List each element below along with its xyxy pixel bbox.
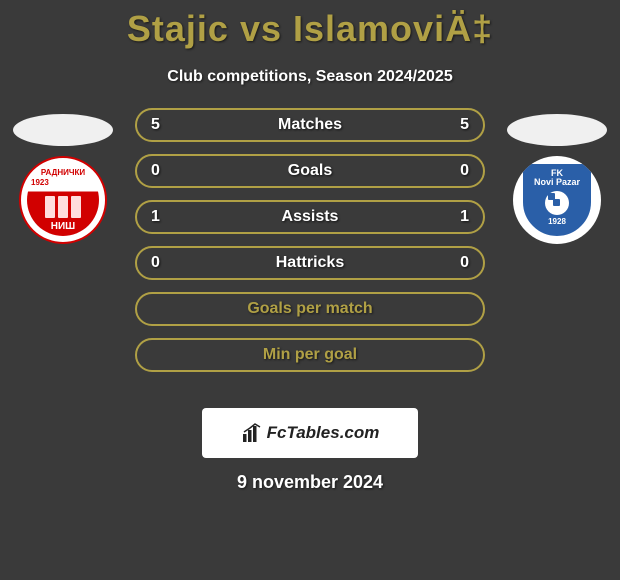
stat-rows-container: 5 Matches 5 0 Goals 0 1 Assists 1 0 Hatt… <box>135 108 485 372</box>
stat-left-value: 1 <box>151 208 160 226</box>
stat-label: Min per goal <box>263 346 357 364</box>
left-club-bottom-text: НИШ <box>21 221 105 232</box>
tower-icon <box>71 196 81 218</box>
left-player-photo <box>13 114 113 146</box>
right-club-shield: FK Novi Pazar 1928 <box>521 162 593 238</box>
right-club-badge: FK Novi Pazar 1928 <box>513 156 601 244</box>
stat-label: Goals per match <box>247 300 372 318</box>
stat-label: Goals <box>288 162 332 180</box>
stat-right-value: 5 <box>460 116 469 134</box>
stat-row-goals-per-match: Goals per match <box>135 292 485 326</box>
right-player-photo <box>507 114 607 146</box>
stat-row-min-per-goal: Min per goal <box>135 338 485 372</box>
left-club-towers <box>21 196 105 218</box>
stat-label: Matches <box>278 116 342 134</box>
stat-right-value: 0 <box>460 162 469 180</box>
page-title: Stajic vs IslamoviÄ‡ <box>0 0 620 50</box>
stat-row-matches: 5 Matches 5 <box>135 108 485 142</box>
attribution-link[interactable]: FcTables.com <box>202 408 418 458</box>
comparison-area: 1923 РАДНИЧКИ НИШ FK Novi Pazar 1928 5 M… <box>0 114 620 394</box>
tower-icon <box>45 196 55 218</box>
right-club-year: 1928 <box>548 217 566 226</box>
left-club-year: 1923 <box>31 178 49 187</box>
stat-row-assists: 1 Assists 1 <box>135 200 485 234</box>
soccer-ball-icon <box>545 191 569 215</box>
chart-icon <box>241 422 263 444</box>
left-club-top-text: РАДНИЧКИ <box>21 168 105 177</box>
stat-right-value: 1 <box>460 208 469 226</box>
stat-row-goals: 0 Goals 0 <box>135 154 485 188</box>
tower-icon <box>58 196 68 218</box>
left-player-column: 1923 РАДНИЧКИ НИШ <box>8 114 118 244</box>
stat-label: Hattricks <box>276 254 344 272</box>
stat-left-value: 0 <box>151 162 160 180</box>
stat-row-hattricks: 0 Hattricks 0 <box>135 246 485 280</box>
stat-right-value: 0 <box>460 254 469 272</box>
right-club-name: Novi Pazar <box>534 178 580 187</box>
stat-left-value: 5 <box>151 116 160 134</box>
left-club-badge: 1923 РАДНИЧКИ НИШ <box>19 156 107 244</box>
page-subtitle: Club competitions, Season 2024/2025 <box>0 68 620 86</box>
right-player-column: FK Novi Pazar 1928 <box>502 114 612 244</box>
date-text: 9 november 2024 <box>0 472 620 493</box>
attribution-text: FcTables.com <box>267 423 380 443</box>
stat-label: Assists <box>282 208 339 226</box>
stat-left-value: 0 <box>151 254 160 272</box>
